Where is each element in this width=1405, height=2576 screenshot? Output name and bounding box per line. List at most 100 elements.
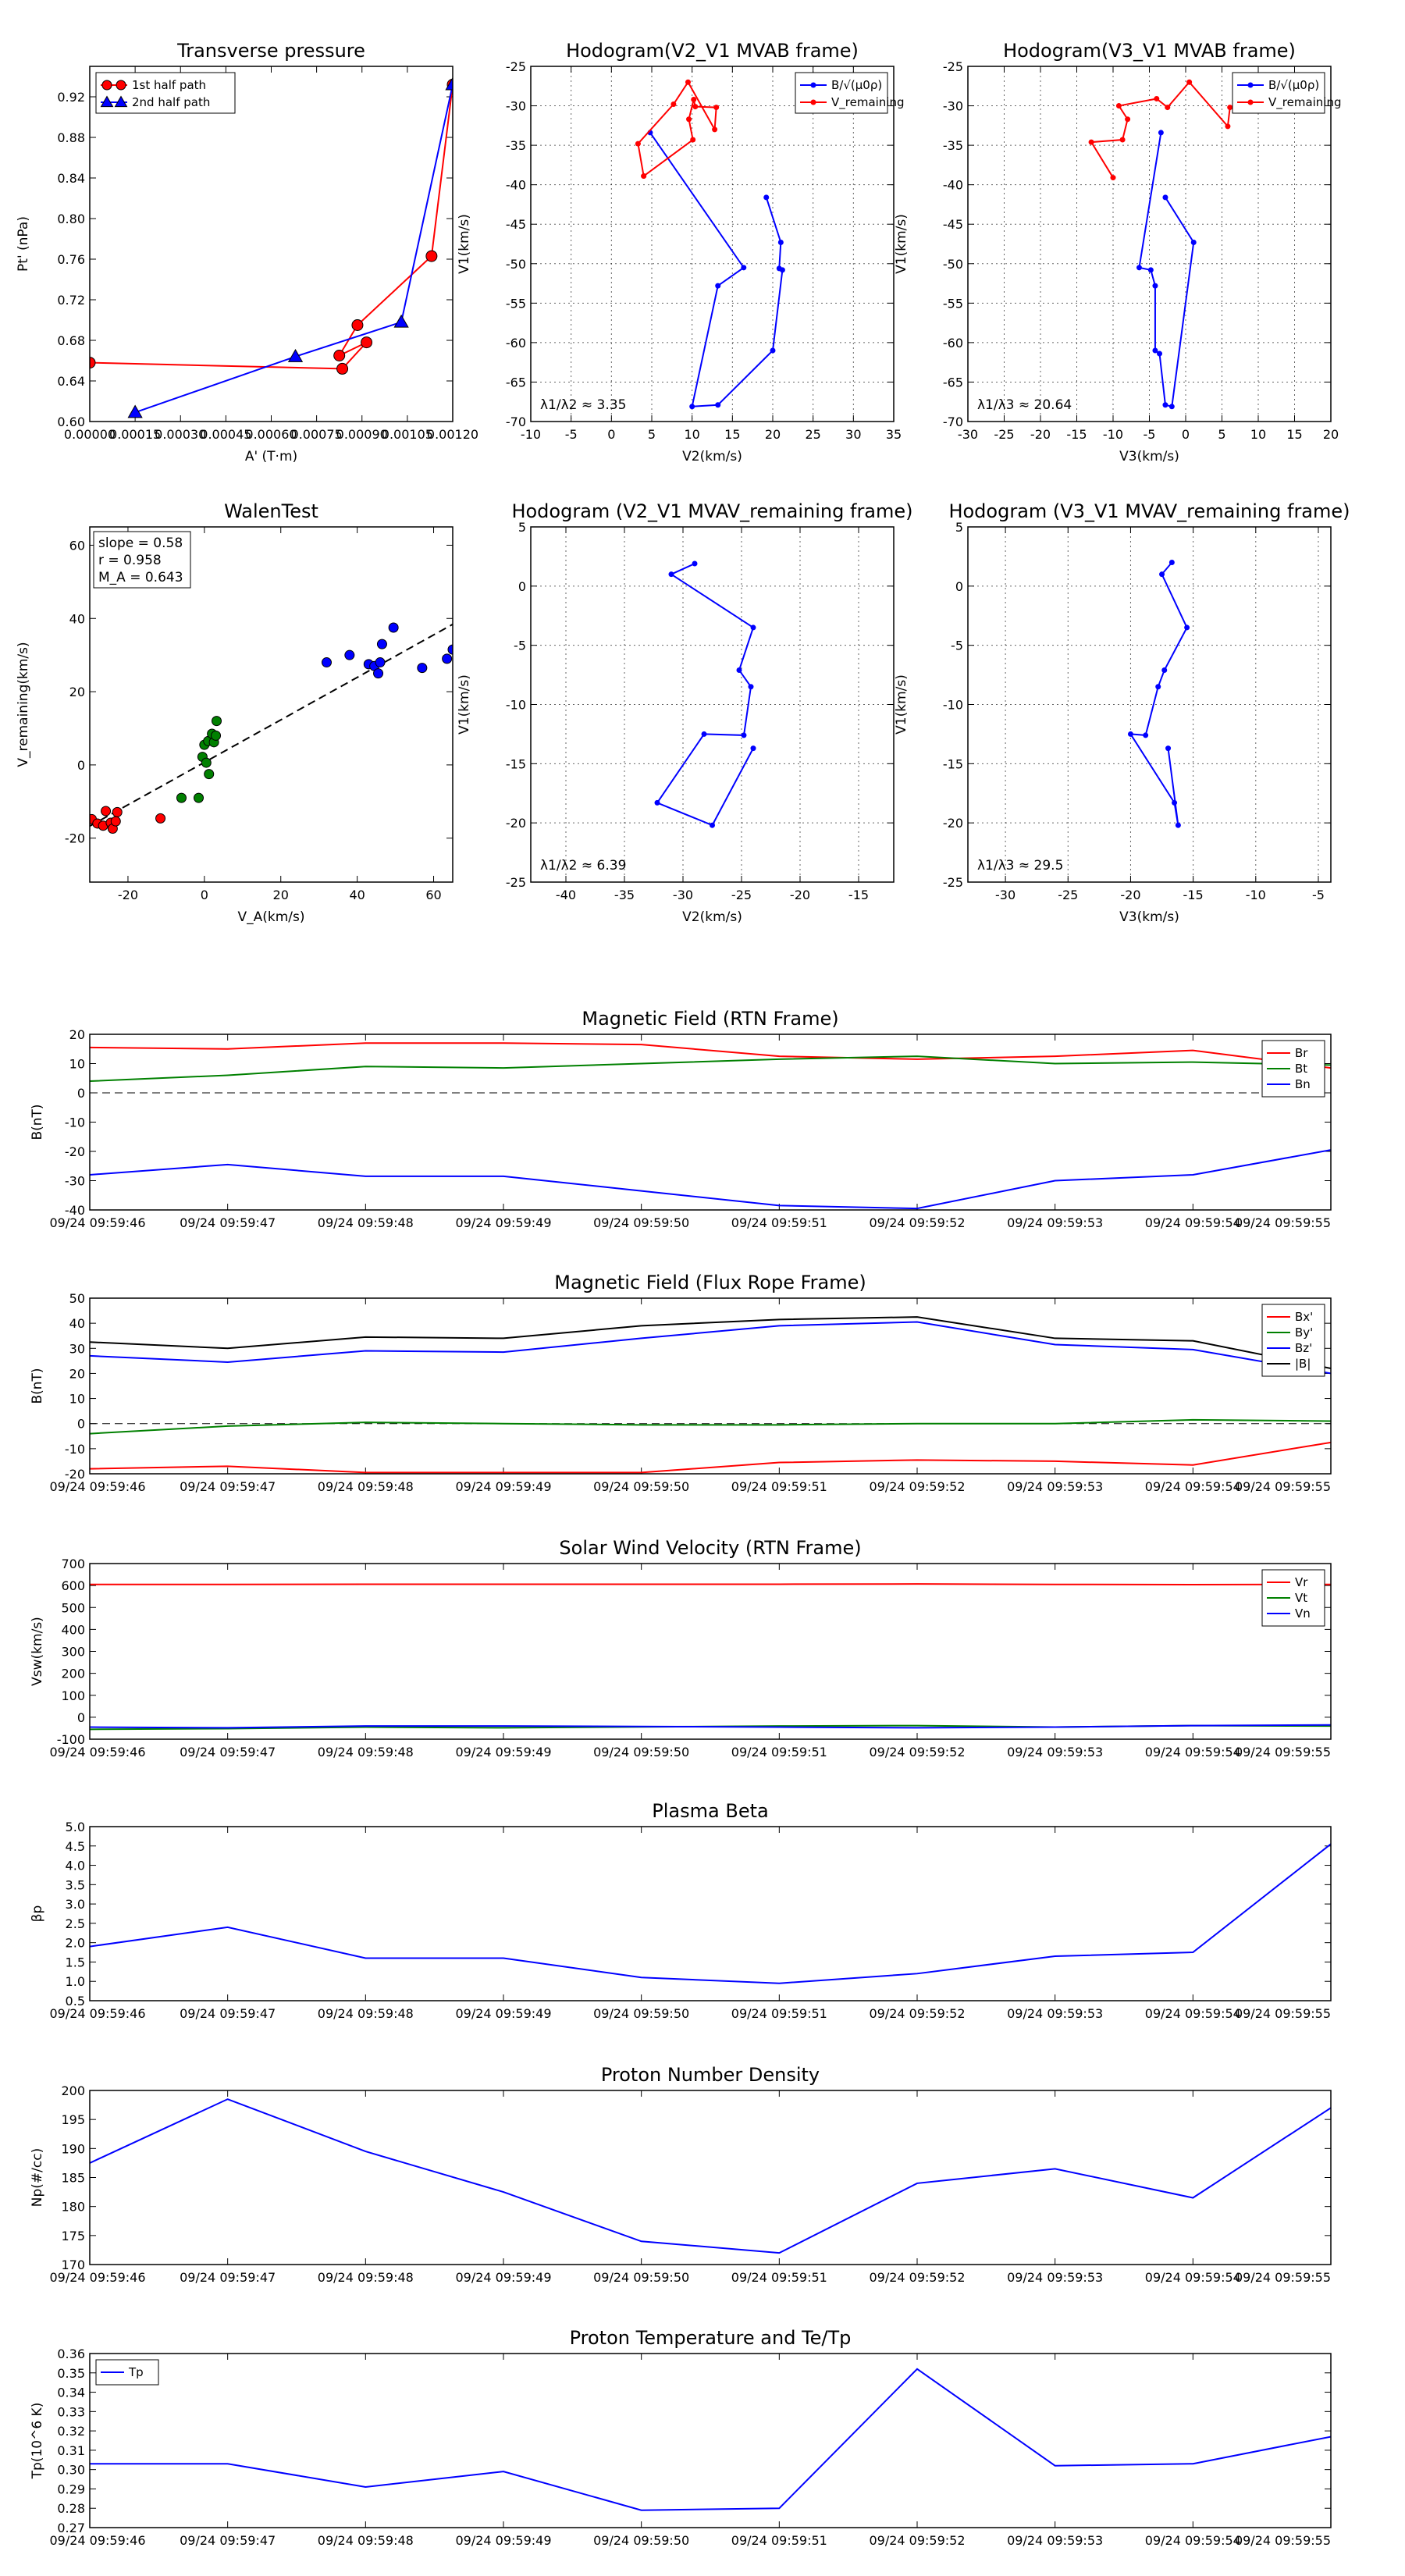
y-tick-label: 0 xyxy=(77,1710,85,1725)
x-tick-label: 09/24 09:59:55 xyxy=(1235,2006,1331,2021)
y-tick-label: 175 xyxy=(61,2229,85,2243)
y-axis-label: V_remaining(km/s) xyxy=(16,642,31,767)
legend-box xyxy=(1261,1304,1325,1377)
x-tick-label: 20 xyxy=(1323,427,1339,442)
legend-label: Vt xyxy=(1295,1591,1307,1605)
data-point xyxy=(116,80,126,91)
x-tick-label: 09/24 09:59:48 xyxy=(318,2006,414,2021)
data-point xyxy=(212,716,222,727)
y-tick-label: 300 xyxy=(61,1645,85,1660)
data-point xyxy=(1157,350,1163,357)
chart-pt: 0.000000.000150.000300.000450.000600.000… xyxy=(57,66,478,442)
chart-h2: -30 -25 -20 -15 -10 -5 0 5 10 15 20-70-65-60-55-50… xyxy=(943,59,1342,442)
y-axis-label: Tp(10^6 K) xyxy=(30,2403,45,2480)
data-point xyxy=(351,319,364,331)
y-tick-label: 1.0 xyxy=(66,1974,85,1989)
axes-frame xyxy=(89,1297,1332,1475)
series-B/√(μ0ρ) xyxy=(647,130,785,410)
data-point xyxy=(692,560,698,567)
y-axis-label: Vsw(km/s) xyxy=(30,1617,45,1686)
y-tick-label: 0.27 xyxy=(57,2521,85,2535)
chart-title: Hodogram(V2_V1 MVAB frame) xyxy=(566,40,859,62)
x-tick-label: 60 xyxy=(425,888,441,902)
y-tick-label: 200 xyxy=(61,2083,85,2098)
x-tick-label: 09/24 09:59:55 xyxy=(1235,1479,1331,1494)
data-point xyxy=(736,667,742,674)
x-tick-label: 09/24 09:59:47 xyxy=(180,1215,276,1230)
x-tick-label: 09/24 09:59:52 xyxy=(869,2533,965,2548)
data-point xyxy=(447,644,453,655)
x-tick-label: 09/24 09:59:54 xyxy=(1145,1745,1241,1759)
y-tick-label: 700 xyxy=(61,1557,85,1571)
y-tick-label: -55 xyxy=(506,296,526,311)
y-axis-label: V1(km/s) xyxy=(457,674,472,735)
x-tick-label: 0 xyxy=(201,888,208,902)
y-tick-label: -10 xyxy=(943,698,963,713)
x-tick-label: 09/24 09:59:53 xyxy=(1007,2006,1103,2021)
x-tick-label: -10 xyxy=(521,427,541,442)
y-tick-label: 50 xyxy=(69,1291,85,1306)
series-V xyxy=(1127,560,1190,828)
annotation: λ1/λ2 ≈ 3.35 xyxy=(540,397,626,413)
y-tick-label: 0 xyxy=(77,1086,85,1101)
x-tick-label: 09/24 09:59:51 xyxy=(731,1745,827,1759)
x-tick-label: 09/24 09:59:46 xyxy=(49,2270,145,2285)
data-point xyxy=(361,336,373,349)
x-tick-label: -10 xyxy=(1103,427,1123,442)
data-point xyxy=(112,806,123,817)
x-tick-label: 09/24 09:59:55 xyxy=(1235,1215,1331,1230)
data-point xyxy=(287,349,304,362)
data-point xyxy=(373,668,384,679)
x-axis-label: V2(km/s) xyxy=(682,909,742,925)
axes-frame xyxy=(89,526,454,883)
y-tick-label: -20 xyxy=(506,816,526,831)
x-tick-label: 09/24 09:59:49 xyxy=(455,1745,551,1759)
y-tick-label: -70 xyxy=(506,415,526,429)
y-tick-label: -5 xyxy=(951,639,963,653)
y-tick-label: -65 xyxy=(943,375,963,390)
x-tick-label: 09/24 09:59:53 xyxy=(1007,1215,1103,1230)
chart-title: Hodogram(V3_V1 MVAB frame) xyxy=(1003,40,1296,62)
x-tick-label: 09/24 09:59:47 xyxy=(180,1745,276,1759)
y-tick-label: -60 xyxy=(506,336,526,350)
data-point xyxy=(417,663,428,674)
legend-label: Br xyxy=(1295,1046,1308,1060)
y-tick-label: -40 xyxy=(65,1203,85,1218)
y-tick-label: -20 xyxy=(943,816,963,831)
x-tick-label: 0 xyxy=(607,427,615,442)
x-tick-label: 09/24 09:59:47 xyxy=(180,2533,276,2548)
x-tick-label: 09/24 09:59:49 xyxy=(455,2006,551,2021)
data-point xyxy=(1162,194,1168,201)
chart-title: Transverse pressure xyxy=(176,40,365,62)
y-tick-label: -30 xyxy=(65,1174,85,1189)
x-tick-label: -15 xyxy=(1066,427,1087,442)
y-tick-label: -70 xyxy=(943,415,963,429)
x-tick-label: 09/24 09:59:46 xyxy=(49,2006,145,2021)
data-point xyxy=(1155,684,1161,690)
series-By' xyxy=(90,1418,1331,1435)
data-point xyxy=(425,250,438,262)
x-tick-label: -40 xyxy=(556,888,576,902)
x-tick-label: 09/24 09:59:54 xyxy=(1145,2533,1241,2548)
x-tick-label: 09/24 09:59:47 xyxy=(180,2006,276,2021)
data-point xyxy=(1190,239,1197,245)
y-tick-label: 0.33 xyxy=(57,2404,85,2419)
chart-h3: -40 -35 -30 -25 -20 -15 -25 -20 -15 -10 -5 0 5 λ1/λ2 … xyxy=(506,520,895,902)
axes-frame xyxy=(89,1563,1332,1740)
data-point xyxy=(1172,799,1178,806)
legend-label: Tp xyxy=(128,2365,144,2379)
axes-frame xyxy=(967,66,1332,422)
chart-bfr: 09/24 09:59:46 09/24 09:59:47 09/24 09:59:… xyxy=(49,1291,1332,1494)
x-tick-label: 09/24 09:59:53 xyxy=(1007,1745,1103,1759)
axes-frame xyxy=(530,526,895,883)
data-point xyxy=(1168,404,1175,410)
data-point xyxy=(101,806,112,817)
x-tick-label: 09/24 09:59:49 xyxy=(455,1215,551,1230)
x-tick-label: -15 xyxy=(1183,888,1204,902)
data-point xyxy=(1186,79,1193,85)
y-axis-label: B(nT) xyxy=(30,1368,45,1404)
data-point xyxy=(1225,123,1231,130)
data-point xyxy=(641,173,647,180)
x-tick-label: -25 xyxy=(1058,888,1078,902)
chart-title: Proton Number Density xyxy=(601,2064,820,2086)
